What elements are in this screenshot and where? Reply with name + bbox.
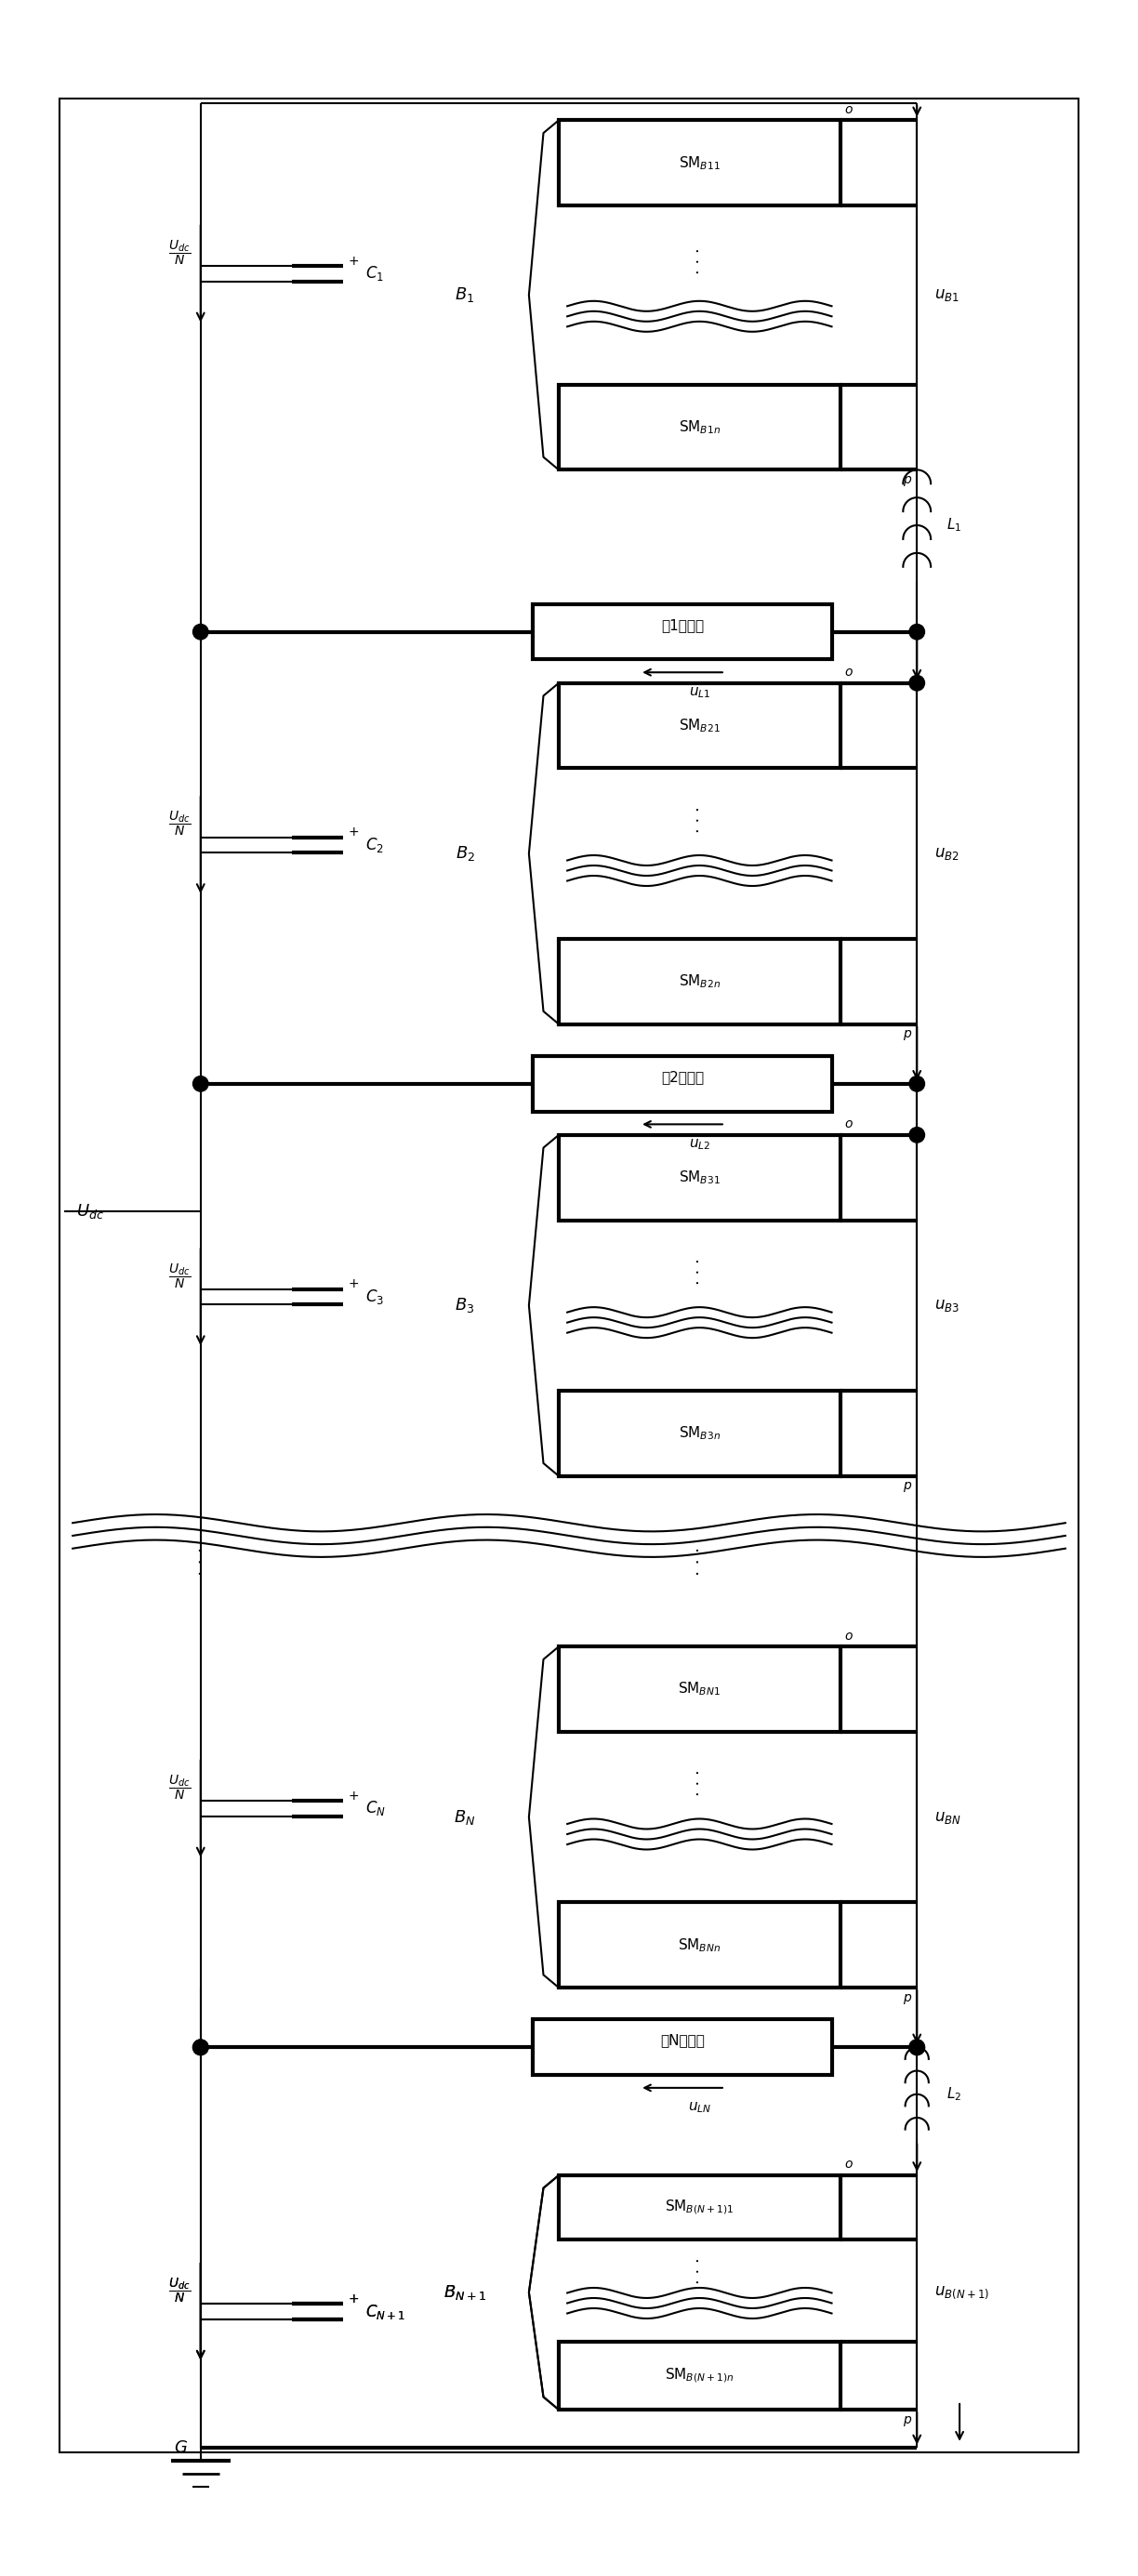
Text: $B_{N+1}$: $B_{N+1}$ xyxy=(444,2282,486,2303)
Bar xyxy=(559,384,840,469)
Text: $u_{L1}$: $u_{L1}$ xyxy=(688,685,710,701)
Text: · · ·: · · · xyxy=(691,1257,708,1285)
Bar xyxy=(534,2020,832,2076)
Text: $o$: $o$ xyxy=(844,1118,854,1131)
Bar xyxy=(559,1646,840,1731)
Text: $B_2$: $B_2$ xyxy=(455,845,475,863)
Text: $C_{N+1}$: $C_{N+1}$ xyxy=(365,2303,405,2321)
Text: $L_2$: $L_2$ xyxy=(947,2087,962,2102)
Bar xyxy=(559,1901,840,1989)
Text: $u_{B(N+1)}$: $u_{B(N+1)}$ xyxy=(934,2285,989,2300)
Text: 第1个负载: 第1个负载 xyxy=(661,618,704,631)
Text: $u_{B1}$: $u_{B1}$ xyxy=(934,286,959,304)
Text: $C_{N+1}$: $C_{N+1}$ xyxy=(365,2303,405,2321)
Text: $B_N$: $B_N$ xyxy=(454,1808,476,1826)
Text: $L_1$: $L_1$ xyxy=(947,518,962,533)
Text: $u_{B3}$: $u_{B3}$ xyxy=(934,1298,959,1314)
Text: $o$: $o$ xyxy=(844,1628,854,1643)
Text: 第N个负载: 第N个负载 xyxy=(660,2032,704,2048)
Text: $u_{B2}$: $u_{B2}$ xyxy=(934,845,959,863)
Bar xyxy=(559,938,840,1025)
Text: $\mathrm{SM}_{B31}$: $\mathrm{SM}_{B31}$ xyxy=(678,1170,720,1188)
Text: $+$: $+$ xyxy=(348,827,360,840)
Bar xyxy=(534,605,832,659)
Text: · · ·: · · · xyxy=(691,247,708,273)
Text: $C_1$: $C_1$ xyxy=(365,265,384,283)
Text: $B_3$: $B_3$ xyxy=(455,1296,475,1314)
Text: $\mathrm{SM}_{B(N+1)1}$: $\mathrm{SM}_{B(N+1)1}$ xyxy=(665,2197,734,2215)
Text: 第2个负载: 第2个负载 xyxy=(661,1069,704,1084)
Circle shape xyxy=(909,2040,924,2056)
Text: $C_N$: $C_N$ xyxy=(365,1798,386,1819)
Text: $\dfrac{U_{dc}}{N}$: $\dfrac{U_{dc}}{N}$ xyxy=(168,2277,190,2306)
Text: $C_3$: $C_3$ xyxy=(365,1288,384,1306)
Text: $p$: $p$ xyxy=(904,1028,913,1043)
Text: $\dfrac{U_{dc}}{N}$: $\dfrac{U_{dc}}{N}$ xyxy=(168,1772,190,1801)
Text: $\mathrm{SM}_{B(N+1)n}$: $\mathrm{SM}_{B(N+1)n}$ xyxy=(665,2367,734,2385)
Circle shape xyxy=(193,1077,208,1092)
Text: $p$: $p$ xyxy=(904,1481,913,1494)
Text: $\mathrm{SM}_{B2n}$: $\mathrm{SM}_{B2n}$ xyxy=(678,974,720,989)
Text: $\dfrac{U_{dc}}{N}$: $\dfrac{U_{dc}}{N}$ xyxy=(168,237,190,268)
Circle shape xyxy=(193,2040,208,2056)
Text: · · ·: · · · xyxy=(691,806,708,832)
Text: $u_{BN}$: $u_{BN}$ xyxy=(934,1808,960,1826)
Text: $G$: $G$ xyxy=(174,2439,188,2458)
Text: $\dfrac{U_{dc}}{N}$: $\dfrac{U_{dc}}{N}$ xyxy=(168,2277,190,2306)
Text: $\mathrm{SM}_{B11}$: $\mathrm{SM}_{B11}$ xyxy=(678,155,720,173)
Text: $\dfrac{U_{dc}}{N}$: $\dfrac{U_{dc}}{N}$ xyxy=(168,809,190,837)
Circle shape xyxy=(909,1128,924,1144)
Text: $+$: $+$ xyxy=(348,1278,360,1291)
Text: · · ·: · · · xyxy=(691,1546,708,1577)
Text: · · ·: · · · xyxy=(691,2257,708,2285)
Text: $B_{N+1}$: $B_{N+1}$ xyxy=(444,2282,486,2303)
Text: · · ·: · · · xyxy=(691,1770,708,1795)
Text: $\mathrm{SM}_{B3n}$: $\mathrm{SM}_{B3n}$ xyxy=(678,1425,720,1443)
Text: $\dfrac{U_{dc}}{N}$: $\dfrac{U_{dc}}{N}$ xyxy=(168,1262,190,1291)
Bar xyxy=(559,683,840,768)
Text: $\mathrm{SM}_{BNn}$: $\mathrm{SM}_{BNn}$ xyxy=(678,1937,721,1953)
Text: $o$: $o$ xyxy=(844,2159,854,2172)
Text: $B_1$: $B_1$ xyxy=(455,286,475,304)
Bar xyxy=(534,1056,832,1110)
Text: $u_{LN}$: $u_{LN}$ xyxy=(687,2099,711,2115)
Circle shape xyxy=(193,623,208,639)
Circle shape xyxy=(193,2040,208,2056)
Circle shape xyxy=(909,2040,924,2056)
Text: $p$: $p$ xyxy=(904,2414,913,2429)
Text: $p$: $p$ xyxy=(904,474,913,487)
Circle shape xyxy=(909,675,924,690)
Text: $p$: $p$ xyxy=(904,1991,913,2007)
Text: $+$: $+$ xyxy=(348,2293,360,2306)
Text: $o$: $o$ xyxy=(844,103,854,116)
Text: $+$: $+$ xyxy=(348,1790,360,1803)
Text: · · ·: · · · xyxy=(193,1546,212,1577)
Bar xyxy=(559,1136,840,1221)
Text: $\mathrm{SM}_{B21}$: $\mathrm{SM}_{B21}$ xyxy=(678,716,720,734)
Text: $U_{dc}$: $U_{dc}$ xyxy=(76,1203,104,1221)
Text: $+$: $+$ xyxy=(348,255,360,268)
Text: $o$: $o$ xyxy=(844,665,854,677)
Text: $\mathrm{SM}_{BN1}$: $\mathrm{SM}_{BN1}$ xyxy=(678,1680,720,1698)
Text: $u_{L2}$: $u_{L2}$ xyxy=(688,1136,710,1151)
Circle shape xyxy=(909,623,924,639)
Text: $+$: $+$ xyxy=(348,2293,360,2306)
Bar xyxy=(559,2174,840,2239)
Bar xyxy=(559,2342,840,2409)
Bar xyxy=(559,121,840,206)
Bar xyxy=(559,1391,840,1476)
Circle shape xyxy=(909,1077,924,1092)
Text: $C_2$: $C_2$ xyxy=(365,835,384,855)
Text: $\mathrm{SM}_{B1n}$: $\mathrm{SM}_{B1n}$ xyxy=(678,417,720,435)
